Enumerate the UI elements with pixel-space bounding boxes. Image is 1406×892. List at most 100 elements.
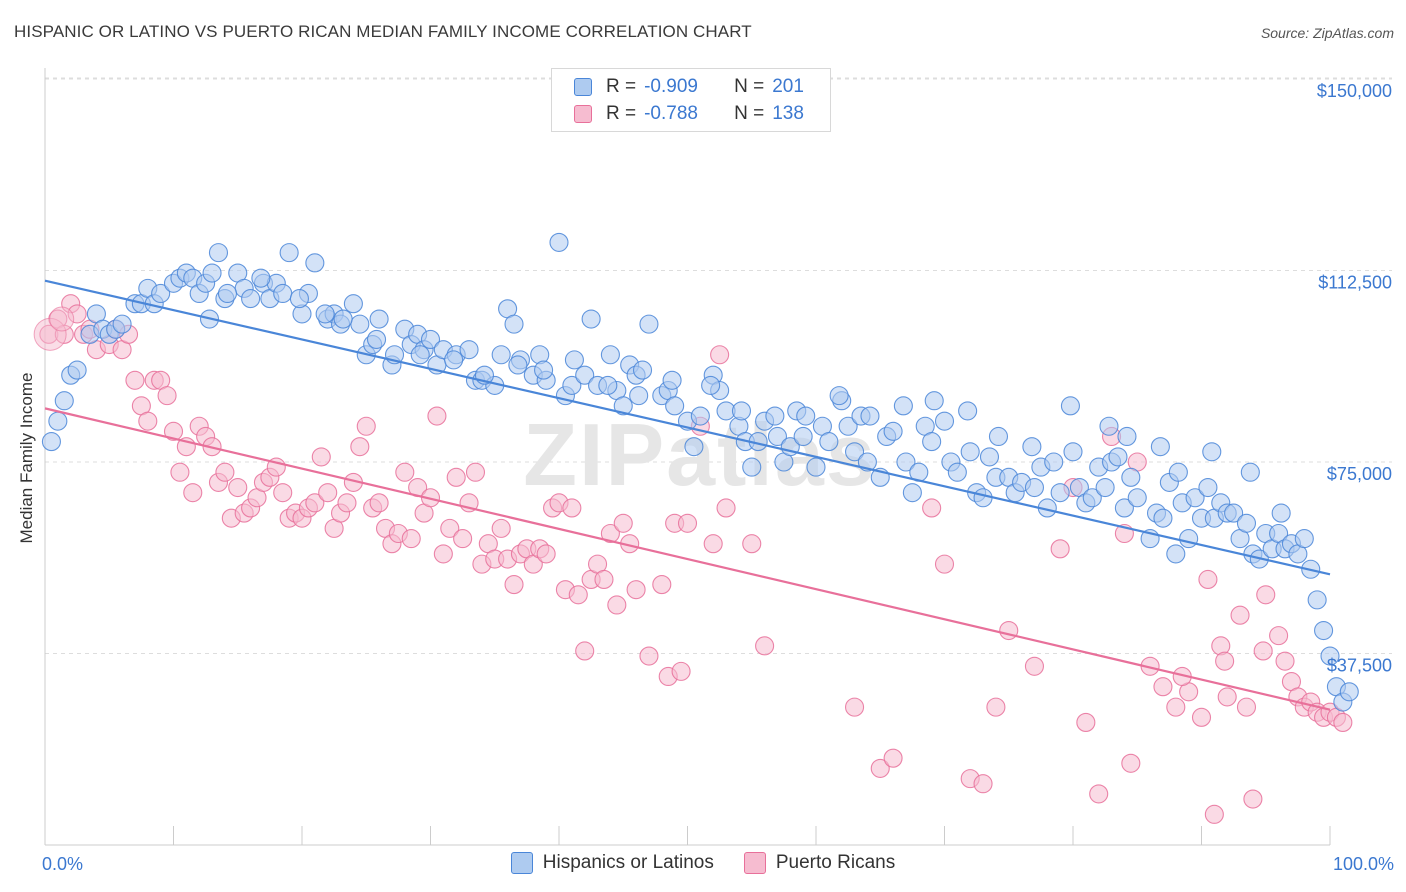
data-point [829,386,849,406]
data-point [703,534,723,554]
data-point [632,360,653,380]
data-point [433,544,453,564]
data-point [922,498,942,518]
data-point [395,462,415,482]
legend-row-puerto-ricans: R = -0.788 N = 138 [574,102,804,126]
data-point [639,646,659,666]
data-point [465,462,486,482]
data-point [1121,753,1141,773]
data-point [273,483,293,503]
data-point [54,391,74,411]
data-point [1243,789,1263,809]
data-point [1198,477,1218,498]
data-point [755,636,775,656]
data-point [1095,477,1115,498]
data-point [690,406,710,426]
data-point [366,329,387,349]
data-point [793,426,813,447]
data-point [48,411,68,431]
series-puerto-ricans [33,294,1353,824]
data-point [1236,513,1257,533]
data-point [581,309,601,329]
data-point [343,294,363,314]
legend-item-puerto-ricans: Puerto Ricans [743,852,895,874]
data-point [508,355,528,375]
data-point [163,421,184,441]
data-point [568,585,588,605]
data-point [1333,712,1353,732]
data-point [1099,416,1119,436]
data-point [1339,682,1359,702]
legend-r-label: R = [606,103,637,124]
data-point [446,467,466,487]
data-point [170,462,190,482]
legend-swatch-blue [574,78,592,96]
data-point [1063,442,1083,462]
data-point [311,447,331,467]
data-point [742,457,762,477]
data-point [1121,467,1141,487]
data-point [893,396,913,416]
data-point [491,345,511,365]
data-point [1117,426,1137,447]
data-point [491,518,511,538]
data-point [138,411,158,431]
data-point [960,442,980,462]
data-point [1224,503,1244,523]
legend-n-value: 138 [772,103,804,124]
data-point [241,289,261,309]
data-point [767,426,788,447]
trend-lines [44,279,1331,711]
data-point [626,580,646,600]
data-point [639,314,659,334]
data-point [1320,646,1340,666]
data-point [350,437,370,457]
y-tick-label: $37,500 [1327,656,1392,676]
y-tick-label: $150,000 [1317,81,1392,101]
data-point [1050,539,1070,559]
data-point [157,386,177,406]
data-point [208,243,229,263]
data-point [1230,605,1250,625]
data-point [1153,677,1173,697]
data-point [202,263,222,283]
data-point [1153,508,1173,528]
data-point [1185,488,1205,508]
data-point [1191,707,1212,727]
data-point [600,523,620,544]
data-point [1236,697,1257,717]
data-point [420,329,441,349]
data-point [333,309,353,329]
data-point [536,544,556,564]
data-point [440,518,460,538]
data-point [765,406,785,426]
data-point [1089,784,1109,804]
x-tick-label-min: 0.0% [42,854,83,874]
data-point [1168,462,1188,482]
axes [44,68,1331,846]
data-point [870,758,890,778]
data-point [652,575,672,595]
data-point [662,370,682,390]
data-point [410,345,430,365]
data-point [1202,442,1222,462]
data-point [973,488,993,508]
legend-n-label: N = [734,76,765,97]
trend-line-hispanics [44,279,1331,576]
legend-r-value: -0.788 [644,103,698,124]
data-point [1150,437,1170,457]
data-point [883,421,903,441]
data-point [369,493,389,513]
data-point [504,314,524,334]
data-point [613,396,633,416]
data-point [710,345,730,365]
data-point [279,243,299,263]
data-point [337,493,357,513]
data-point [819,432,839,452]
data-point [947,462,967,482]
data-point [217,283,238,304]
data-point [273,283,293,304]
data-point [1044,452,1064,472]
data-point [1215,651,1235,671]
chart-title: HISPANIC OR LATINO VS PUERTO RICAN MEDIA… [14,22,752,41]
